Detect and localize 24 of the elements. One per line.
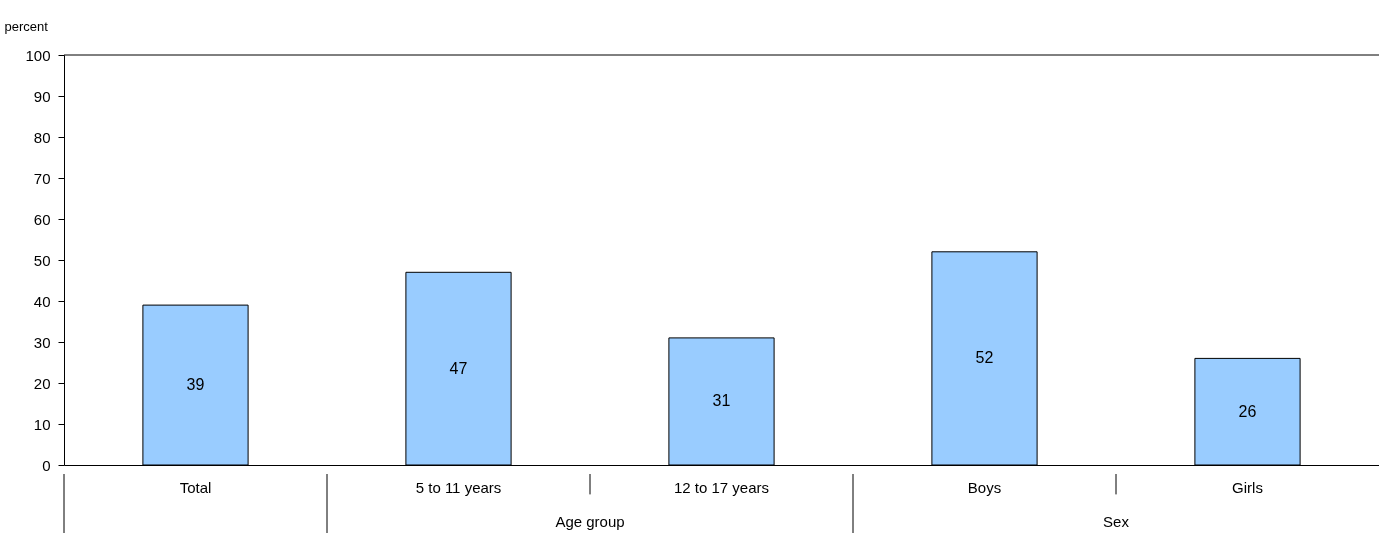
y-tick-label: 20: [33, 374, 51, 392]
x-tick-label: Total: [179, 478, 212, 496]
y-tick-label: 80: [33, 128, 51, 146]
y-tick-label: 60: [33, 210, 51, 228]
data-label: 31: [712, 392, 731, 410]
x-tick-label: 12 to 17 years: [673, 478, 770, 496]
data-label: 52: [975, 349, 994, 367]
y-tick-label: 30: [33, 333, 51, 351]
x-tick-label: 5 to 11 years: [415, 478, 502, 496]
y-tick-label: 40: [33, 292, 51, 310]
y-tick-label: 70: [33, 169, 51, 187]
data-label: 39: [186, 376, 205, 394]
y-tick-label: 0: [42, 456, 51, 474]
y-tick-label: 100: [25, 46, 51, 64]
y-tick-label: 90: [33, 87, 51, 105]
y-tick-label: 10: [33, 415, 51, 433]
text: Age group: [555, 512, 625, 530]
text: Sex: [1103, 512, 1130, 530]
data-label: 47: [449, 359, 468, 377]
x-tick-label: Girls: [1232, 478, 1263, 496]
x-tick-label: Boys: [967, 478, 1002, 496]
data-label: 26: [1238, 402, 1257, 420]
y-tick-label: 50: [33, 251, 51, 269]
y-axis-title: percent: [4, 18, 49, 34]
